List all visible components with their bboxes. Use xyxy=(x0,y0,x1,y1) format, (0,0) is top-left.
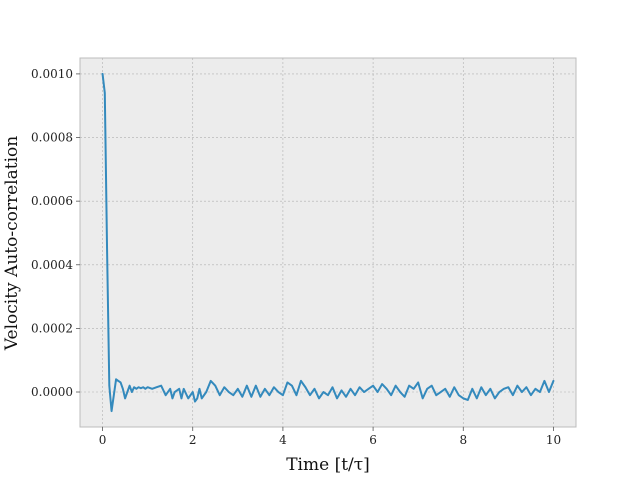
series-line xyxy=(101,72,555,413)
x-tick-label: 4 xyxy=(279,433,287,447)
x-axis-label: Time [t/τ] xyxy=(286,455,370,475)
y-axis-label: Velocity Auto-correlation xyxy=(2,136,22,351)
x-tick-label: 0 xyxy=(99,433,107,447)
ticks: 0 2 4 6 8 10 0.0000 0.0002 0.0004 0.0006 0.0008 0.0… xyxy=(31,67,561,447)
y-tick-label: 0.0006 xyxy=(31,194,73,208)
x-tick-label: 10 xyxy=(546,433,561,447)
y-tick-label: 0.0000 xyxy=(31,385,73,399)
y-tick-label: 0.0002 xyxy=(31,321,73,335)
grid xyxy=(80,58,576,427)
y-tick-label: 0.0004 xyxy=(31,258,73,272)
x-tick-label: 6 xyxy=(369,433,377,447)
x-tick-label: 2 xyxy=(189,433,197,447)
series-layer xyxy=(101,72,555,413)
y-tick-label: 0.0008 xyxy=(31,131,73,145)
x-tick-label: 8 xyxy=(459,433,467,447)
plot-area xyxy=(79,57,577,428)
y-tick-label: 0.0010 xyxy=(31,67,73,81)
